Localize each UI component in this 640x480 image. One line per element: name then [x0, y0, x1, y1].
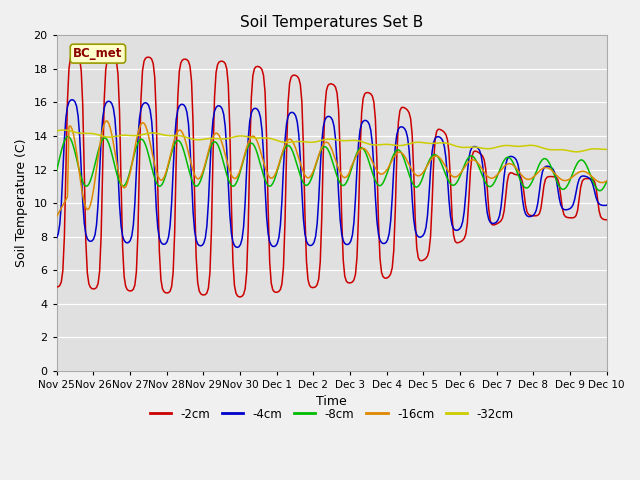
Y-axis label: Soil Temperature (C): Soil Temperature (C): [15, 139, 28, 267]
X-axis label: Time: Time: [316, 396, 347, 408]
Legend: -2cm, -4cm, -8cm, -16cm, -32cm: -2cm, -4cm, -8cm, -16cm, -32cm: [145, 403, 518, 425]
Text: BC_met: BC_met: [73, 47, 123, 60]
Title: Soil Temperatures Set B: Soil Temperatures Set B: [240, 15, 423, 30]
